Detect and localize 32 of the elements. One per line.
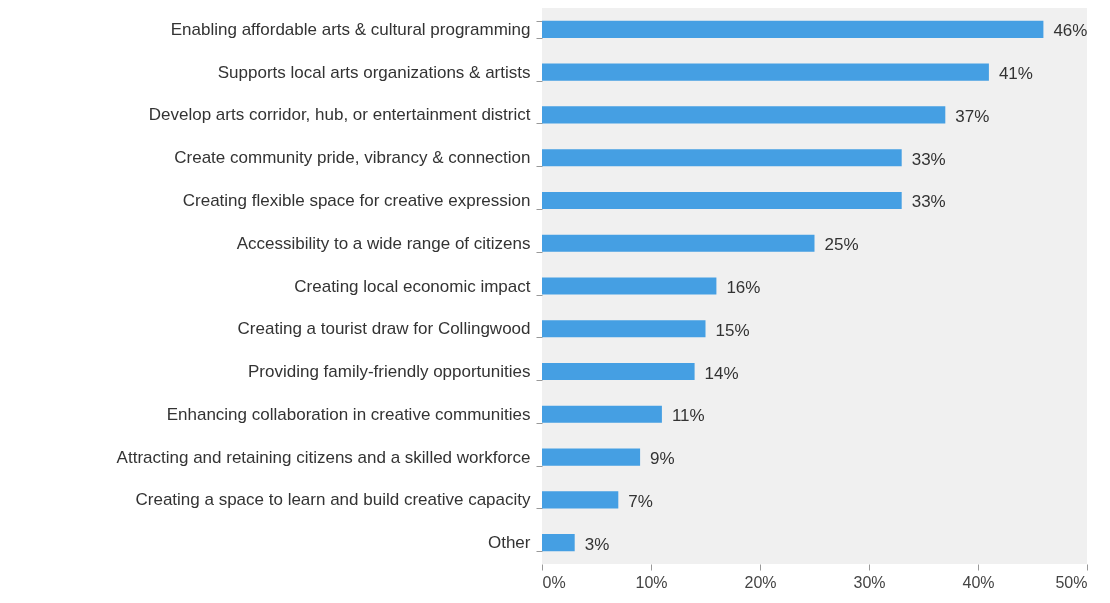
data-label: 16% (726, 278, 761, 297)
x-tick-label: 20% (744, 573, 777, 591)
y-tick-label: Creating flexible space for creative expression (182, 190, 531, 210)
y-tick-label: Creating a space to learn and build creative capacity (135, 490, 531, 510)
y-tick-label: Accessibility to a wide range of citizens (236, 233, 531, 253)
data-label: 3% (584, 534, 610, 554)
data-label: 11% (671, 406, 705, 426)
x-tick-label: 40% (962, 573, 995, 591)
y-tick-label: Attracting and retaining citizens and a skilled workforce (116, 447, 531, 467)
y-tick-label: Develop arts corridor, hub, or entertainment district (148, 105, 531, 125)
y-tick-label: Supports local arts organizations & artists (217, 62, 531, 82)
x-tick-label: 10% (635, 573, 668, 591)
x-tick-label: 30% (853, 573, 886, 591)
data-label: 37% (955, 106, 990, 126)
y-tick-label: Creating local economic impact (294, 276, 531, 296)
data-label: 9% (650, 449, 675, 469)
data-label: 14% (704, 363, 739, 383)
data-label: 46% (1053, 21, 1088, 41)
y-tick-label: Enhancing collaboration in creative communities (166, 404, 531, 424)
y-tick-label: Create community pride, vibrancy & connection (174, 148, 531, 168)
y-tick-label: Other (487, 533, 531, 553)
y-tick-label: Providing family-friendly opportunities (247, 362, 531, 382)
x-tick-label: 50% (1055, 573, 1088, 591)
data-label: 15% (715, 320, 750, 340)
data-label: 7% (628, 491, 653, 511)
x-tick-label: 0% (542, 573, 566, 591)
data-label: 25% (824, 235, 859, 255)
data-label: 41% (998, 64, 1033, 84)
y-tick-label: Enabling affordable arts & cultural programming (170, 19, 531, 39)
data-label: 33% (911, 192, 946, 212)
y-tick-label: Creating a tourist draw for Collingwood (237, 319, 531, 339)
data-label: 33% (911, 149, 946, 169)
